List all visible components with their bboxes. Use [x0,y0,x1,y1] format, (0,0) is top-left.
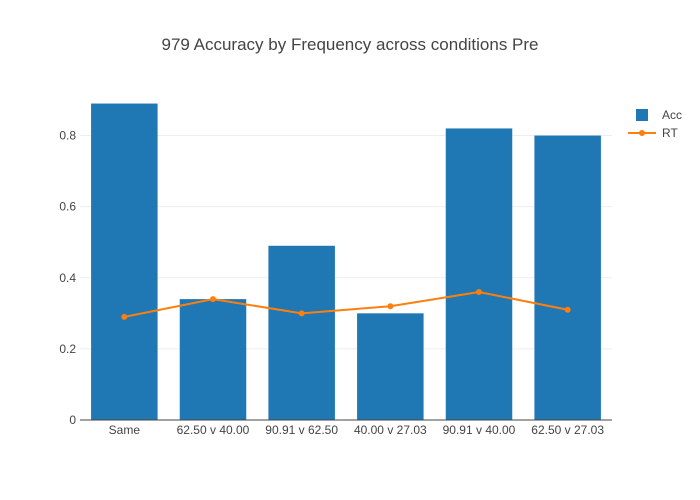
legend-rt-label: RT [662,126,678,140]
y-tick-label: 0.2 [59,342,76,356]
y-tick-label: 0.6 [59,200,76,214]
x-tick-label: 62.50 v 40.00 [177,423,250,437]
bar-series [91,103,601,421]
bar-2 [268,245,335,420]
gridlines [80,135,612,350]
legend: Acc RT [628,108,682,140]
x-tick-label: 62.50 v 27.03 [531,423,604,437]
bar-4 [445,128,513,420]
y-tick-label: 0.4 [59,271,76,285]
y-tick-label: 0 [69,413,76,427]
axes: 0 0.2 0.4 0.6 0.8 Same 62.50 v 40.00 90.91 v 62… [59,129,612,437]
rt-point-1 [210,296,216,303]
bar-3 [357,313,424,420]
line-series [121,289,571,320]
rt-point-5 [564,306,571,313]
legend-rt-marker [639,130,645,136]
legend-acc-swatch [636,109,648,121]
x-tick-label: Same [109,423,141,437]
bar-1 [179,299,247,420]
rt-point-0 [121,313,128,320]
x-tick-label: 40.00 v 27.03 [354,423,427,437]
x-tick-label: 90.91 v 62.50 [265,423,338,437]
bar-5 [534,135,601,421]
rt-point-2 [298,310,305,317]
bar-0 [91,103,158,421]
rt-line [124,290,568,318]
rt-point-3 [387,303,394,310]
y-tick-label: 0.8 [59,129,76,143]
rt-point-4 [476,289,482,295]
chart-title: 979 Accuracy by Frequency across conditi… [161,35,538,54]
legend-acc-label: Acc [662,108,682,122]
x-tick-label: 90.91 v 40.00 [443,423,516,437]
